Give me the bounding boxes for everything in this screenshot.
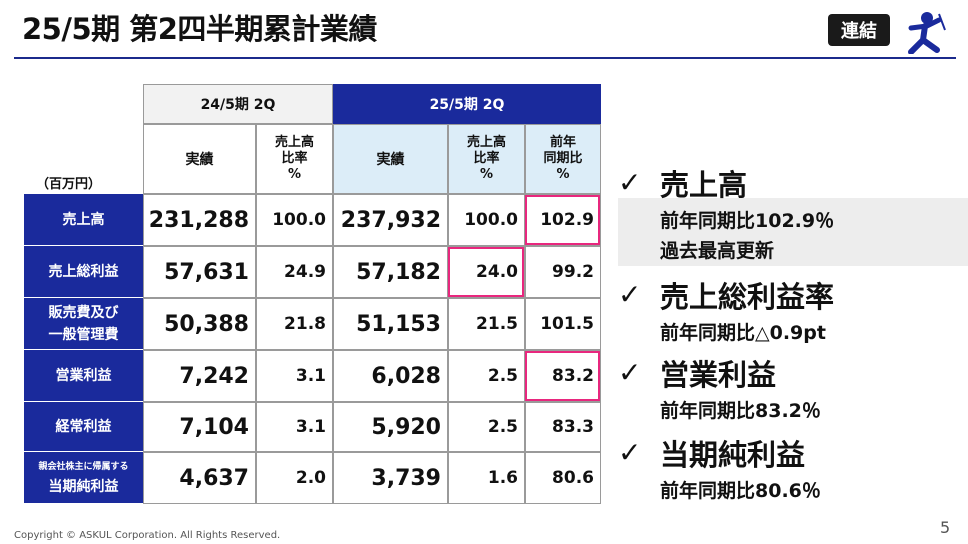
highlight-box-sales-yoy	[525, 195, 600, 245]
cur-actual-header: 実績	[333, 124, 448, 194]
cur-actual-cell: 237,932	[333, 194, 448, 246]
check-icon: ✓	[618, 278, 642, 311]
title-divider	[14, 57, 956, 59]
row-label-operating-profit: 営業利益	[24, 350, 143, 402]
cur-ratio-header: 売上高 比率 %	[448, 124, 525, 194]
sales-highlight-band	[618, 198, 968, 266]
row-label-line: 一般管理費	[48, 326, 119, 343]
yoy-header: 前年 同期比 %	[525, 124, 601, 194]
prev-ratio-header: 売上高 比率 %	[256, 124, 333, 194]
cur-actual-cell: 5,920	[333, 402, 448, 452]
cur-ratio-cell: 1.6	[448, 452, 525, 504]
ratio-header-line: %	[287, 167, 302, 182]
row-label-line: 売上高	[62, 211, 105, 228]
yoy-cell: 83.3	[525, 402, 601, 452]
yoy-cell: 99.2	[525, 246, 601, 298]
bullet-detail: 前年同期比△0.9pt	[660, 322, 826, 344]
askul-mascot-logo	[908, 12, 946, 54]
prev-actual-cell: 57,631	[143, 246, 256, 298]
row-label-net-income: 親会社株主に帰属する 当期純利益	[24, 452, 143, 504]
ratio-header-line: %	[479, 167, 494, 182]
cur-actual-cell: 51,153	[333, 298, 448, 350]
cur-actual-cell: 6,028	[333, 350, 448, 402]
yoy-header-line: 同期比	[543, 151, 583, 166]
check-icon: ✓	[618, 436, 642, 469]
row-label-net-sales: 売上高	[24, 194, 143, 246]
prev-actual-cell: 50,388	[143, 298, 256, 350]
cur-period-header: 25/5期 2Q	[333, 84, 601, 124]
bullet-detail: 前年同期比83.2％	[660, 400, 821, 422]
row-label-line: 経常利益	[55, 418, 112, 435]
prev-actual-cell: 7,104	[143, 402, 256, 452]
prev-ratio-cell: 24.9	[256, 246, 333, 298]
cur-actual-cell: 57,182	[333, 246, 448, 298]
prev-ratio-cell: 3.1	[256, 402, 333, 452]
bullet-heading: 当期純利益	[660, 438, 806, 472]
yoy-header-line: %	[556, 167, 570, 182]
bullet-heading: 売上高	[660, 168, 748, 202]
bullet-detail: 前年同期比102.9％	[660, 210, 835, 232]
highlight-box-op-profit-yoy	[525, 351, 600, 401]
row-label-line: 営業利益	[55, 367, 112, 384]
consolidated-badge: 連結	[828, 14, 890, 46]
cur-ratio-cell: 24.0	[448, 246, 525, 298]
row-label-gross-profit: 売上総利益	[24, 246, 143, 298]
highlight-box-gross-margin	[448, 247, 524, 297]
bullet-detail: 過去最高更新	[660, 240, 775, 262]
yoy-cell: 80.6	[525, 452, 601, 504]
row-label-sga: 販売費及び 一般管理費	[24, 298, 143, 350]
ratio-header-line: 比率	[473, 151, 500, 166]
page-title: 25/5期 第2四半期累計業績	[22, 12, 377, 46]
cur-ratio-cell: 2.5	[448, 402, 525, 452]
prev-ratio-cell: 3.1	[256, 350, 333, 402]
bullet-detail: 前年同期比80.6％	[660, 480, 821, 502]
row-label-line: 売上総利益	[48, 263, 119, 280]
bullet-heading: 売上総利益率	[660, 280, 835, 314]
cur-actual-cell: 3,739	[333, 452, 448, 504]
check-icon: ✓	[618, 356, 642, 389]
ratio-header-line: 売上高	[466, 135, 506, 150]
row-label-line: 当期純利益	[48, 478, 119, 495]
bullet-heading: 営業利益	[660, 358, 777, 392]
copyright-footer: Copyright © ASKUL Corporation. All Right…	[14, 530, 281, 541]
prev-ratio-cell: 100.0	[256, 194, 333, 246]
prev-ratio-cell: 21.8	[256, 298, 333, 350]
yoy-cell: 83.2	[525, 350, 601, 402]
prev-actual-header: 実績	[143, 124, 256, 194]
yoy-cell: 101.5	[525, 298, 601, 350]
yoy-cell: 102.9	[525, 194, 601, 246]
ratio-header-line: 売上高	[274, 135, 314, 150]
prev-period-header: 24/5期 2Q	[143, 84, 333, 124]
prev-actual-cell: 7,242	[143, 350, 256, 402]
cur-ratio-cell: 21.5	[448, 298, 525, 350]
prev-actual-cell: 4,637	[143, 452, 256, 504]
cur-ratio-cell: 100.0	[448, 194, 525, 246]
page-number: 5	[940, 518, 951, 537]
prev-actual-cell: 231,288	[143, 194, 256, 246]
row-label-ordinary-profit: 経常利益	[24, 402, 143, 452]
cur-ratio-cell: 2.5	[448, 350, 525, 402]
prev-ratio-cell: 2.0	[256, 452, 333, 504]
row-label-line: 親会社株主に帰属する	[38, 461, 129, 472]
check-icon: ✓	[618, 166, 642, 199]
unit-label: （百万円）	[36, 177, 102, 192]
ratio-header-line: 比率	[281, 151, 308, 166]
yoy-header-line: 前年	[549, 135, 576, 150]
row-label-line: 販売費及び	[48, 304, 119, 321]
